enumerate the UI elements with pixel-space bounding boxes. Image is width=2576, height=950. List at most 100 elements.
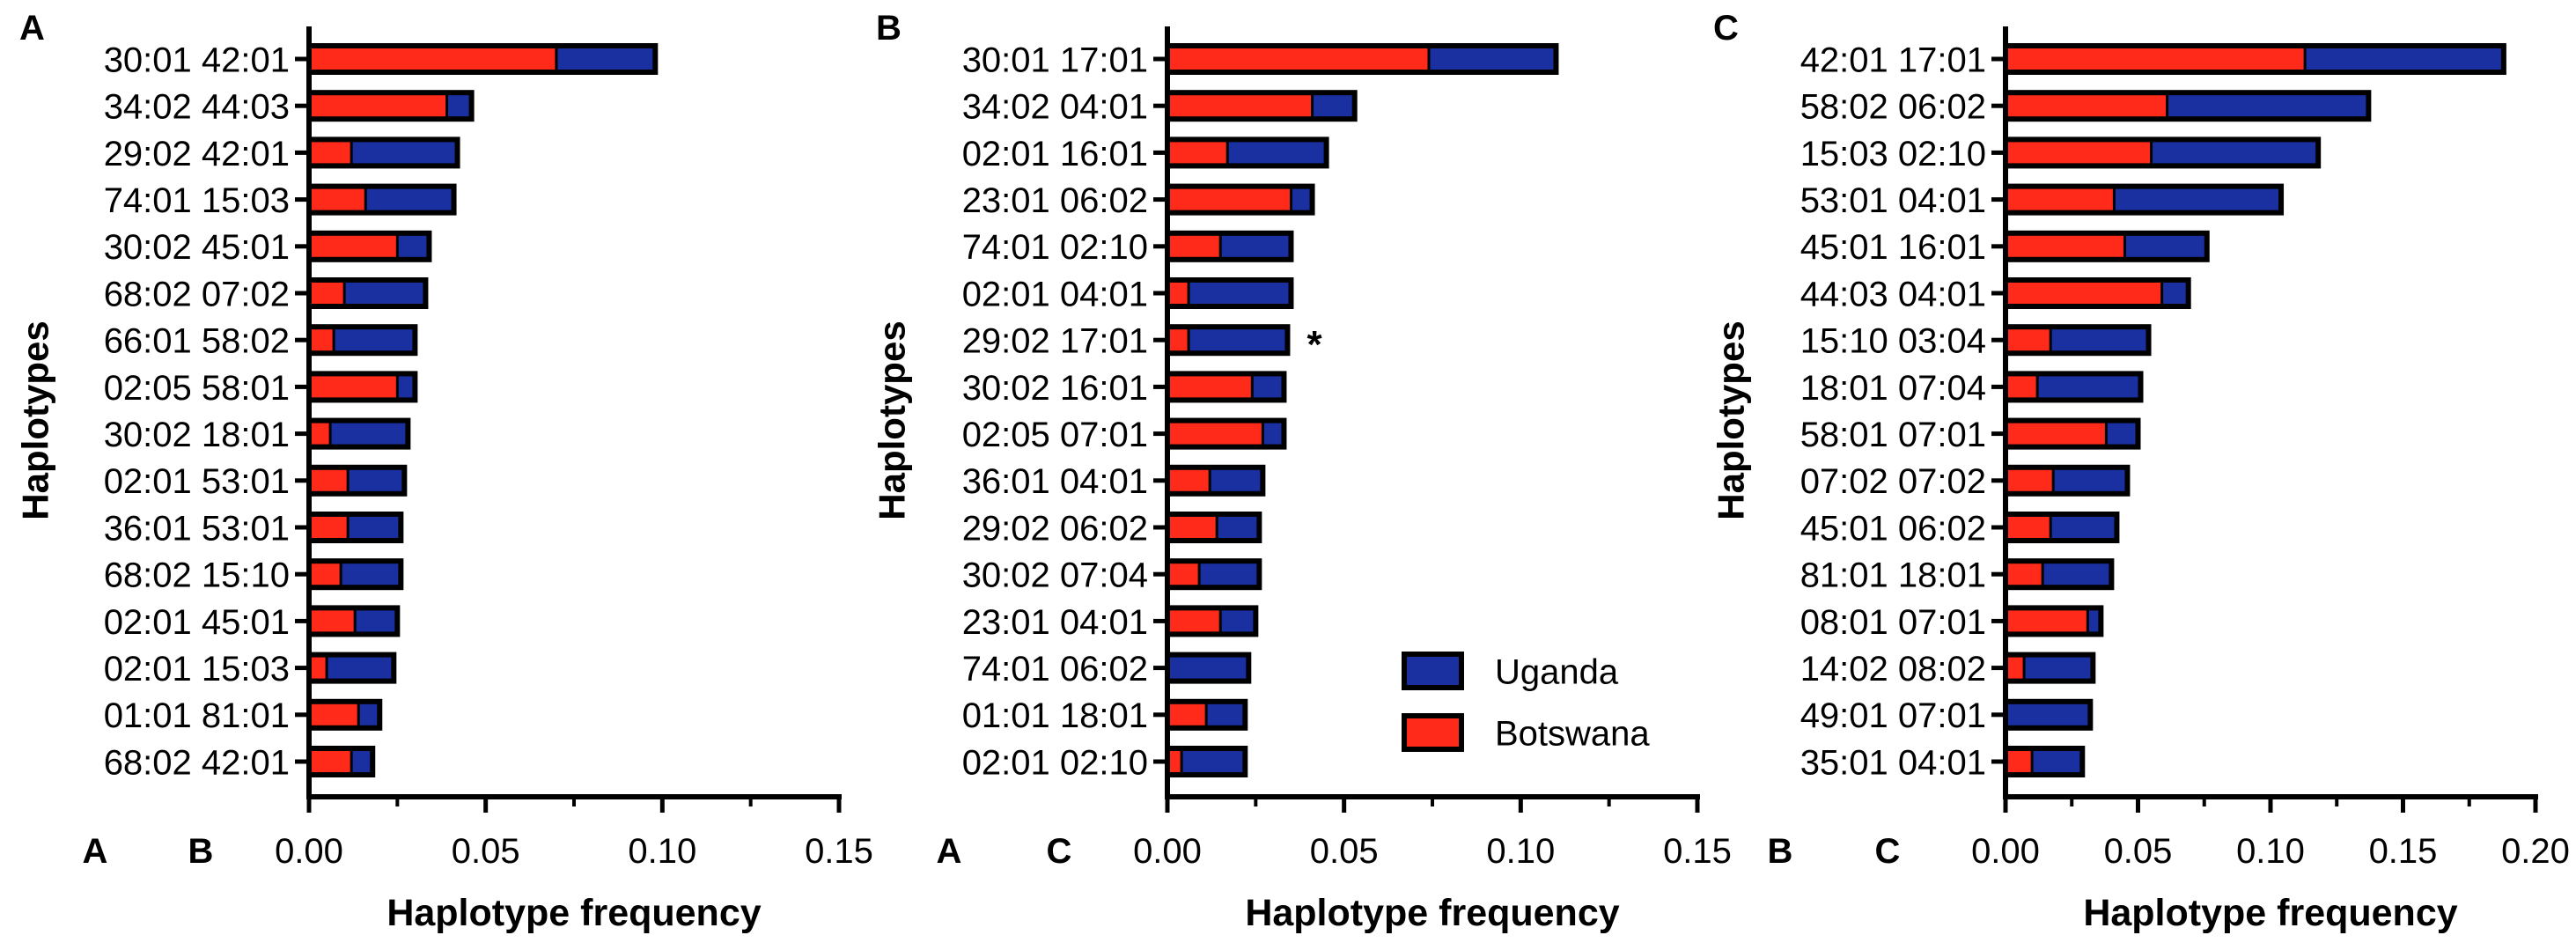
bar-uganda bbox=[2053, 467, 2128, 494]
y-tick-label: 30:02 45:01 bbox=[104, 228, 290, 267]
bar-botswana bbox=[309, 654, 328, 681]
y-tick-label: 53:01 04:01 bbox=[1800, 181, 1986, 220]
x-tick-label: 0.15 bbox=[805, 832, 873, 871]
bar-uganda bbox=[348, 467, 405, 494]
bar-uganda bbox=[344, 280, 426, 306]
y-axis-title: Haplotypes bbox=[872, 320, 913, 519]
bar-uganda bbox=[2305, 46, 2504, 72]
bar-uganda bbox=[2032, 748, 2083, 775]
bar-uganda bbox=[330, 420, 408, 447]
bar-uganda bbox=[1189, 327, 1288, 354]
y-tick-label: 66:01 58:02 bbox=[104, 322, 290, 361]
bar-botswana bbox=[2006, 748, 2033, 775]
bar-uganda bbox=[2087, 608, 2101, 635]
x-tick-label: 0.10 bbox=[2236, 832, 2305, 871]
bar-uganda bbox=[2124, 232, 2207, 260]
y-tick-label: 02:01 15:03 bbox=[104, 650, 290, 689]
y-tick-label: 58:01 07:01 bbox=[1800, 416, 1986, 454]
bar-uganda bbox=[2106, 420, 2138, 447]
x-tick-label: 0.15 bbox=[1663, 832, 1732, 871]
bar-botswana bbox=[1167, 373, 1253, 401]
bar-botswana bbox=[2006, 186, 2115, 213]
x-tick-label: 0.00 bbox=[1971, 832, 2040, 871]
panel-label: C bbox=[1713, 9, 1739, 48]
y-tick-label: 30:02 07:04 bbox=[962, 556, 1148, 595]
bar-botswana bbox=[309, 280, 345, 306]
bar-botswana bbox=[2006, 608, 2088, 635]
y-tick-label: 34:02 44:03 bbox=[104, 88, 290, 127]
locus-label: C bbox=[1047, 832, 1072, 871]
y-tick-label: 45:01 06:02 bbox=[1800, 509, 1986, 548]
bar-uganda bbox=[327, 654, 394, 681]
y-tick-label: 34:02 04:01 bbox=[962, 88, 1148, 127]
y-tick-label: 02:01 45:01 bbox=[104, 603, 290, 642]
chart-panel-B: B Haplotypes 30:01 17:01 34:02 04:01 02:01 1… bbox=[872, 9, 1732, 934]
x-tick-label: 0.20 bbox=[2501, 832, 2570, 871]
bar-botswana bbox=[1167, 280, 1189, 306]
bar-botswana bbox=[309, 46, 556, 72]
bar-uganda bbox=[1181, 748, 1246, 775]
y-tick-label: 58:02 06:02 bbox=[1800, 88, 1986, 127]
locus-label: A bbox=[937, 832, 962, 871]
bar-botswana bbox=[309, 327, 335, 354]
y-tick-label: 08:01 07:01 bbox=[1800, 603, 1986, 642]
y-tick-label: 44:03 04:01 bbox=[1800, 275, 1986, 313]
legend-swatch-uganda bbox=[1402, 652, 1464, 690]
y-tick-label: 68:02 42:01 bbox=[104, 743, 290, 782]
x-axis-title: Haplotype frequency bbox=[1245, 892, 1619, 934]
y-tick-label: 36:01 53:01 bbox=[104, 509, 290, 548]
bar-botswana bbox=[1167, 139, 1228, 166]
bar-botswana bbox=[2006, 420, 2107, 447]
y-tick-label: 81:01 18:01 bbox=[1800, 556, 1986, 595]
x-tick-label: 0.10 bbox=[628, 832, 696, 871]
y-tick-label: 49:01 07:01 bbox=[1800, 696, 1986, 735]
y-tick-label: 30:02 16:01 bbox=[962, 369, 1148, 408]
bar-botswana bbox=[1167, 748, 1182, 775]
bar-uganda bbox=[1199, 561, 1260, 588]
x-tick-label: 0.05 bbox=[1310, 832, 1379, 871]
bar-botswana bbox=[2006, 92, 2168, 120]
bar-botswana bbox=[309, 561, 342, 588]
bar-botswana bbox=[2006, 139, 2152, 166]
bar-uganda bbox=[2042, 561, 2112, 588]
bar-uganda bbox=[351, 748, 373, 775]
legend-label-uganda: Uganda bbox=[1495, 652, 1619, 691]
y-tick-label: 02:01 02:10 bbox=[962, 743, 1148, 782]
x-tick-label: 0.05 bbox=[2104, 832, 2173, 871]
y-tick-label: 02:05 58:01 bbox=[104, 369, 290, 408]
y-tick-label: 68:02 15:10 bbox=[104, 556, 290, 595]
y-tick-label: 74:01 06:02 bbox=[962, 650, 1148, 689]
bar-botswana bbox=[309, 748, 352, 775]
bar-uganda bbox=[1217, 514, 1260, 541]
bar-botswana bbox=[2006, 280, 2162, 306]
bar-uganda bbox=[2050, 327, 2149, 354]
bar-uganda bbox=[2167, 92, 2369, 120]
bar-botswana bbox=[1167, 701, 1207, 728]
y-tick-label: 14:02 08:02 bbox=[1800, 650, 1986, 689]
x-tick-label: 0.15 bbox=[2369, 832, 2438, 871]
bar-uganda bbox=[1252, 373, 1284, 401]
bar-uganda bbox=[2037, 373, 2141, 401]
y-tick-label: 02:05 07:01 bbox=[962, 416, 1148, 454]
bar-botswana bbox=[309, 232, 398, 260]
bar-botswana bbox=[2006, 327, 2051, 354]
bar-botswana bbox=[2006, 467, 2054, 494]
y-tick-label: 36:01 04:01 bbox=[962, 462, 1148, 501]
y-tick-label: 45:01 16:01 bbox=[1800, 228, 1986, 267]
bar-uganda bbox=[1167, 654, 1249, 681]
bar-uganda bbox=[1312, 92, 1355, 120]
x-tick-label: 0.05 bbox=[452, 832, 520, 871]
bar-uganda bbox=[2006, 701, 2091, 728]
bar-botswana bbox=[1167, 327, 1189, 354]
bar-botswana bbox=[2006, 373, 2038, 401]
y-tick-label: 74:01 02:10 bbox=[962, 228, 1148, 267]
y-tick-label: 42:01 17:01 bbox=[1800, 41, 1986, 79]
locus-label: B bbox=[1768, 832, 1793, 871]
bar-uganda bbox=[556, 46, 656, 72]
bar-uganda bbox=[1210, 467, 1263, 494]
bar-uganda bbox=[446, 92, 472, 120]
bar-botswana bbox=[309, 467, 349, 494]
bar-uganda bbox=[2024, 654, 2094, 681]
bar-botswana bbox=[1167, 232, 1221, 260]
